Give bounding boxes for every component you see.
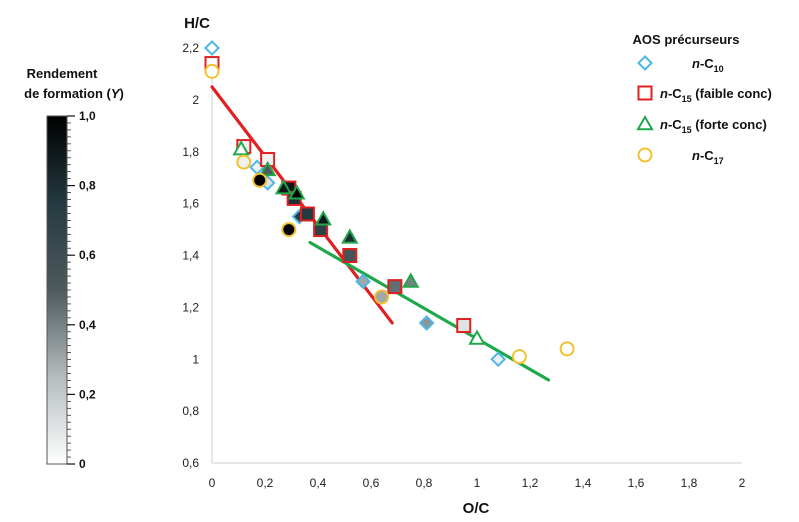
- legend-entry-base: -C: [700, 148, 714, 163]
- red-trend-line: [210, 85, 394, 325]
- triangle-data-point: [341, 228, 359, 244]
- legend-entry-label: n-C17: [692, 148, 724, 166]
- plot-axes: 0 0,2 0,4 0,6 0,8 1 1,2 1,4 1,6 1,8 2 0,6 0,8 1 1,2 1,…: [182, 15, 745, 517]
- colorbar-minor-ticks: [67, 115, 71, 465]
- x-tick-label: 0: [209, 476, 216, 490]
- legend-entry-base: -C: [668, 86, 682, 101]
- colorbar-tick-label: 0,2: [79, 387, 96, 401]
- legend-entry-label: n-C15 (faible conc): [660, 86, 772, 104]
- legend-entry-base: -C: [700, 56, 714, 71]
- x-tick-label: 0,2: [257, 476, 274, 490]
- legend-triangle-marker: [636, 114, 654, 131]
- square-data-point: [456, 318, 472, 334]
- x-tick-label: 1,6: [628, 476, 645, 490]
- circle-data-point: [374, 289, 390, 305]
- diamond-data-point: [204, 40, 220, 56]
- triangle-data-point: [274, 179, 293, 195]
- colorbar-title-line2: de formation (Y): [24, 86, 124, 101]
- legend-entry-base: -C: [668, 117, 682, 132]
- legend-entry-label: n-C10: [692, 56, 724, 74]
- y-tick-label: 2: [192, 93, 199, 107]
- diamond-data-point: [418, 315, 435, 331]
- x-tick-label: 1,2: [522, 476, 539, 490]
- x-tick-label: 2: [739, 476, 746, 490]
- x-tick-labels: 0 0,2 0,4 0,6 0,8 1 1,2 1,4 1,6 1,8 2: [209, 476, 746, 490]
- diamond-data-point: [490, 351, 507, 368]
- triangle-data-point: [232, 140, 250, 156]
- legend-entry-subscript: 17: [714, 156, 724, 166]
- triangle-data-point: [288, 184, 306, 200]
- circle-data-point: [511, 349, 527, 365]
- series-square: [204, 56, 472, 334]
- x-tick-label: 0,8: [416, 476, 433, 490]
- legend-entry-prefix: n: [660, 86, 668, 101]
- series-triangle: [232, 140, 486, 345]
- colorbar-tick-label: 0,4: [79, 318, 96, 332]
- square-data-point: [387, 279, 403, 295]
- x-tick-label: 1: [474, 476, 481, 490]
- legend-entry-suffix: (forte conc): [692, 117, 767, 132]
- x-tick-label: 1,8: [681, 476, 698, 490]
- green-trend-line: [308, 240, 551, 382]
- colorbar: Rendement de formation (Y) 0 0,2 0,4 0,6 0,8…: [24, 66, 124, 471]
- colorbar-tick-label: 0,8: [79, 179, 96, 193]
- square-data-point: [299, 206, 315, 222]
- legend-circle-marker: [637, 147, 653, 163]
- y-tick-label: 1: [192, 352, 199, 366]
- y-tick-label: 0,8: [182, 404, 199, 418]
- x-axis-title: O/C: [463, 500, 490, 517]
- legend-square-marker: [637, 85, 653, 101]
- circle-data-point: [559, 341, 575, 357]
- legend-entry-prefix: n: [692, 56, 700, 71]
- colorbar-title-suffix: ): [120, 86, 124, 101]
- legend-entry-label: n-C15 (forte conc): [660, 117, 767, 135]
- series-diamond: [204, 40, 507, 368]
- y-tick-label: 1,4: [182, 249, 199, 263]
- y-tick-label: 2,2: [182, 41, 199, 55]
- y-tick-label: 0,6: [182, 456, 199, 470]
- legend-title: AOS précurseurs: [633, 32, 740, 47]
- circle-data-point: [204, 63, 220, 79]
- y-tick-label: 1,6: [182, 197, 199, 211]
- x-tick-label: 1,4: [575, 476, 592, 490]
- legend-entry-subscript: 10: [714, 64, 724, 74]
- circle-data-point: [281, 222, 297, 238]
- colorbar-gradient: [46, 115, 68, 465]
- legend-entry-subscript: 15: [682, 125, 692, 135]
- y-tick-labels: 0,6 0,8 1 1,2 1,4 1,6 1,8 2 2,2: [182, 41, 199, 470]
- y-axis-title: H/C: [184, 15, 210, 32]
- colorbar-major-ticks: 0 0,2 0,4 0,6 0,8 1,0: [67, 109, 96, 471]
- triangle-data-point: [258, 160, 277, 177]
- triangle-data-point: [402, 272, 420, 288]
- legend-entry-prefix: n: [660, 117, 668, 132]
- trend-lines: [210, 85, 551, 382]
- square-data-point: [342, 248, 358, 263]
- colorbar-title-line1: Rendement: [27, 66, 98, 81]
- data-points: [204, 40, 575, 368]
- colorbar-tick-label: 0,6: [79, 248, 96, 262]
- triangle-data-point: [468, 329, 486, 345]
- colorbar-title-prefix: de formation (: [24, 86, 111, 101]
- x-tick-label: 0,6: [363, 476, 380, 490]
- legend-entry-prefix: n: [692, 148, 700, 163]
- colorbar-tick-label: 1,0: [79, 109, 96, 123]
- legend-diamond-marker: [637, 55, 653, 71]
- series-circle: [204, 63, 575, 365]
- circle-data-point: [252, 172, 268, 188]
- triangle-data-point: [314, 210, 333, 226]
- legend-entry-subscript: 15: [682, 94, 692, 104]
- colorbar-tick-label: 0: [79, 457, 86, 471]
- x-tick-label: 0,4: [310, 476, 327, 490]
- circle-data-point: [236, 154, 252, 170]
- legend-entry-suffix: (faible conc): [692, 86, 772, 101]
- y-tick-label: 1,2: [182, 300, 199, 314]
- y-tick-label: 1,8: [182, 145, 199, 159]
- diamond-data-point: [355, 273, 371, 290]
- colorbar-title-variable: Y: [111, 86, 121, 101]
